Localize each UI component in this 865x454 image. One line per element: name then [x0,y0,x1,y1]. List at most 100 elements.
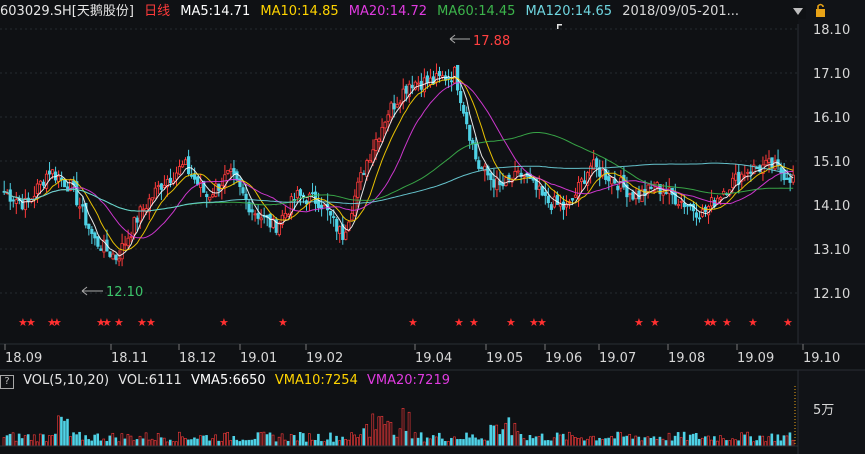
volume-bar [181,436,184,447]
ma20-line [4,82,794,239]
volume-bar [743,434,746,447]
volume-bar [728,440,731,447]
volume-bar [105,441,109,447]
vol-indicator-label[interactable]: VOL(5,10,20) [23,373,110,388]
volume-bar [710,439,713,447]
candle-body [193,174,197,180]
candle-body [459,91,463,104]
volume-bar [571,435,574,447]
help-icon[interactable]: ? [0,375,14,389]
candle-body [50,169,55,175]
volume-bar [111,432,115,447]
candle-body [35,183,40,194]
volume-bar [704,436,707,447]
volume-bar [178,431,181,447]
volume-bar [425,437,429,447]
candle-body [168,177,173,184]
candle-body [582,180,587,184]
candle-body [199,181,203,188]
candle-body [362,173,366,175]
volume-bar [196,438,199,447]
candle-body [41,181,46,186]
candle-body [682,202,686,208]
volume-bar [501,429,505,447]
candle-body [44,173,49,189]
volume-bar [716,440,719,447]
candle-body [235,171,239,181]
triangle-down-icon[interactable] [790,5,806,19]
volume-bar [628,433,632,447]
period-label[interactable]: 日线 [144,4,171,19]
volume-bar [428,438,432,447]
date-range[interactable]: 2018/09/05-201... [622,4,740,19]
volume-bar [277,436,281,447]
volume-bar [719,435,722,447]
volume-bar [81,439,84,447]
candle-body [564,204,569,208]
volume-bar [416,437,420,447]
volume-bar [102,438,106,447]
time-tick-label: 19.09 [737,351,774,366]
volume-bar [93,434,96,447]
volume-bar [652,436,656,447]
volume-bar [165,441,169,447]
vma5-value: VMA5:6650 [190,373,266,388]
candle-body [383,121,387,129]
volume-bar [14,440,18,447]
candle-body [579,178,584,182]
time-tick-label: 19.07 [599,351,636,366]
candle-body [685,204,689,207]
candle-body [338,226,342,235]
volume-bar [132,440,136,447]
candle-body [676,204,680,207]
candle-body [561,201,566,210]
volume-bar [232,436,236,447]
volume-bar [589,436,592,447]
time-tick-label: 18.12 [179,351,216,366]
candle-body [129,236,133,238]
candle-body [519,172,523,177]
candle-body [20,199,24,210]
volume-bar [516,431,520,447]
volume-bar [48,435,51,447]
candle-body [537,185,541,190]
volume-bar [356,437,359,447]
candle-body [410,84,414,89]
candle-body [513,171,517,179]
candle-body [534,178,538,190]
time-tick-label: 19.10 [803,351,840,366]
volume-bar [199,435,202,447]
volume-bar [785,435,789,447]
candle-body [480,167,484,170]
volume-bar [253,438,257,447]
lock-icon[interactable] [816,3,825,18]
volume-bar [38,433,42,447]
candle-body [404,85,408,94]
volume-bar [486,440,489,447]
volume-header: ? VOL(5,10,20) VOL:6111 VMA5:6650 VMA10:… [0,372,865,390]
candle-body [468,124,472,141]
volume-bar [205,435,208,447]
volume-bar [407,411,411,447]
candle-body [165,179,170,188]
volume-bar [57,415,60,447]
volume-bar [123,438,127,447]
volume-bar [389,422,393,447]
candle-body [374,139,378,151]
volume-bar [567,431,571,447]
volume-bar [643,437,647,447]
candle-body [298,189,303,196]
volume-bar [691,433,695,447]
volume-bar [752,441,755,447]
candle-body [607,176,611,182]
volume-bar [601,439,604,447]
price-tick-label: 15.10 [813,155,850,170]
volume-bar [649,437,653,447]
candle-body [208,196,212,201]
candle-body [592,159,596,170]
candle-body [344,231,348,240]
candle-body [758,165,762,173]
candle-body [250,209,254,213]
candle-body [679,200,683,203]
volume-bar [162,437,166,447]
